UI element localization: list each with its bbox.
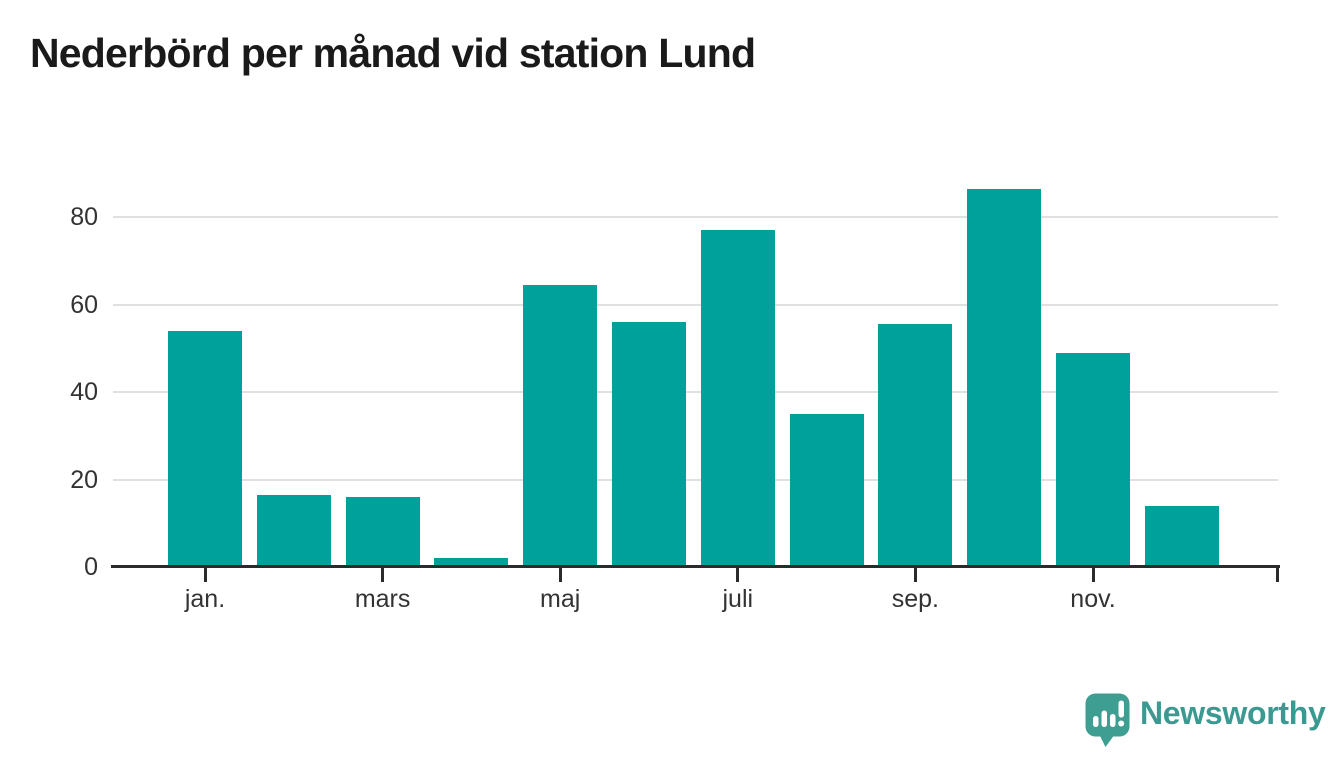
x-tick-label-mars: mars <box>354 585 411 613</box>
x-tick-label-juli: juli <box>722 585 754 613</box>
bar-aug. <box>789 413 864 567</box>
x-tick-label-maj: maj <box>540 585 581 613</box>
x-axis-line <box>111 565 1280 568</box>
newsworthy-logo: Newsworthy <box>1084 692 1326 748</box>
bar-apr. <box>434 558 509 567</box>
gridline-80 <box>113 216 1278 218</box>
y-tick-label-20: 20 <box>70 465 98 494</box>
y-tick-label-40: 40 <box>70 378 98 406</box>
x-tick-label-sep.: sep. <box>891 585 940 613</box>
x-axis-end-tick <box>1276 568 1279 582</box>
chart-title: Nederbörd per månad vid station Lund <box>30 30 756 76</box>
y-tick-label-60: 60 <box>70 290 98 319</box>
x-tick-maj <box>558 568 562 582</box>
bar-mars <box>345 497 420 567</box>
bar-chart-glyph <box>1093 700 1125 727</box>
bar-sep. <box>878 324 953 567</box>
bar-maj <box>523 284 598 567</box>
x-tick-label-nov.: nov. <box>1070 585 1116 613</box>
bar-jan. <box>168 330 242 567</box>
bar-juni <box>612 322 686 567</box>
newsworthy-logo-text: Newsworthy <box>1140 695 1326 731</box>
gridline-60 <box>113 303 1278 306</box>
y-tick-label-80: 80 <box>70 203 98 231</box>
x-tick-label-jan.: jan. <box>184 585 226 613</box>
x-tick-jan. <box>203 568 207 582</box>
x-tick-mars <box>381 568 385 582</box>
gridline-20 <box>113 478 1278 481</box>
x-tick-juli <box>736 568 740 582</box>
x-tick-sep. <box>913 568 917 582</box>
bar-juli <box>700 230 775 567</box>
bar-feb. <box>256 494 331 567</box>
newsworthy-logo-icon <box>1085 693 1130 747</box>
y-tick-label-0: 0 <box>84 553 98 581</box>
gridline-40 <box>113 391 1278 393</box>
x-tick-nov. <box>1091 568 1095 582</box>
bar-nov. <box>1056 352 1130 567</box>
bar-okt. <box>967 188 1042 567</box>
bar-dec. <box>1144 505 1219 567</box>
